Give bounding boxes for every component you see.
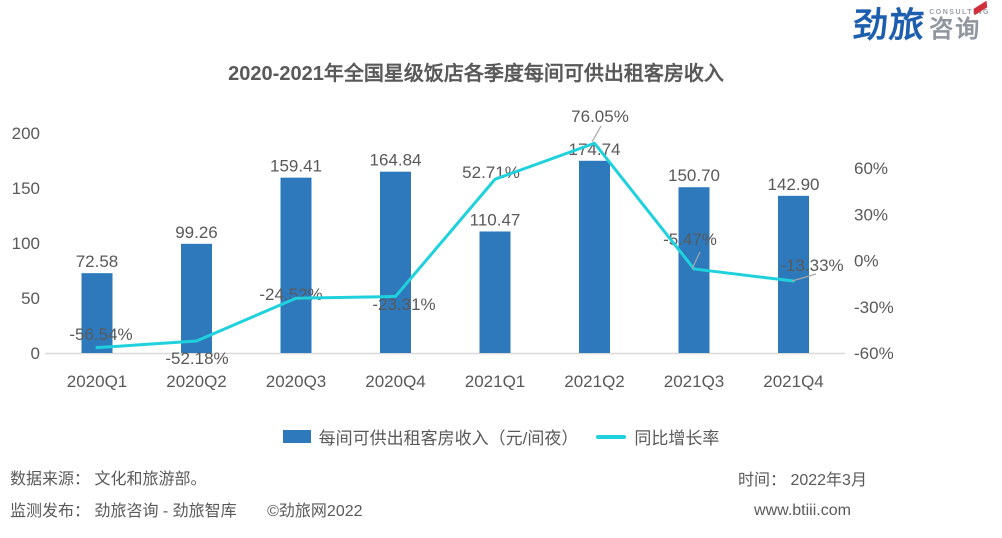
legend-revenue-swatch: [282, 430, 311, 443]
website-url: www.btiii.com: [754, 502, 851, 519]
brand-logo: 劲旅 CONSULTING 咨询: [852, 0, 990, 45]
legend-item-growth: 同比增长率: [596, 424, 719, 449]
trend-line: [95, 141, 795, 350]
bar-2020Q3: [280, 177, 312, 353]
bar-2020Q4: [380, 171, 411, 353]
legend-growth-swatch: [596, 434, 627, 439]
right-axis-tick: 30%: [854, 205, 888, 224]
report-time: 时间： 2022年3月: [738, 472, 867, 489]
legend-item-revenue: 每间可供出租客房收入（元/间夜）: [282, 424, 579, 449]
bar-value-label: 174.74: [569, 140, 621, 159]
bar-value-label: 164.84: [370, 151, 422, 170]
right-axis-tick: -60%: [854, 344, 894, 363]
footer-left: 数据来源： 文化和旅游部。 监测发布： 劲旅咨询 - 劲旅智库 ©劲旅网2022: [10, 472, 363, 520]
legend-revenue-label: 每间可供出租客房收入（元/间夜）: [318, 429, 579, 448]
bar-2020Q1: [81, 273, 113, 353]
brand-suffix-cn: 咨询: [929, 16, 982, 43]
right-axis-tick: -30%: [854, 298, 894, 317]
category-label: 2021Q4: [763, 372, 824, 391]
left-axis-tick: 200: [12, 124, 40, 143]
label-leader-line: [691, 251, 701, 270]
growth-value-label: 76.05%: [571, 107, 629, 126]
bar-2020Q2: [181, 243, 212, 353]
bar-2021Q1: [479, 231, 511, 353]
copyright-text: ©劲旅网2022: [267, 503, 363, 520]
label-leader-line: [591, 125, 602, 143]
growth-value-label: -23.31%: [372, 295, 435, 314]
brand-name-en: CONSULTING: [929, 9, 990, 16]
bar-value-label: 110.47: [470, 210, 521, 229]
growth-value-label: -5.47%: [663, 230, 717, 249]
bar-value-label: 142.90: [768, 175, 820, 194]
right-axis-tick: 0%: [854, 252, 879, 271]
bar-2021Q4: [778, 195, 809, 353]
left-axis-tick: 50: [21, 289, 40, 308]
chart-legend: 每间可供出租客房收入（元/间夜） 同比增长率: [0, 424, 1002, 449]
footer-right: 时间： 2022年3月 www.btiii.com: [690, 473, 915, 519]
left-axis-tick: 150: [12, 179, 40, 198]
category-label: 2021Q1: [465, 372, 526, 391]
growth-value-label: -13.33%: [780, 256, 843, 275]
chart-title: 2020-2021年全国星级饭店各季度每间可供出租客房收入: [228, 63, 724, 85]
bar-value-label: 159.41: [270, 157, 322, 176]
category-label: 2020Q3: [266, 372, 327, 391]
bar-value-label: 99.26: [175, 223, 218, 242]
left-axis-tick: 0: [31, 344, 40, 363]
label-leader-line: [791, 273, 817, 282]
category-label: 2020Q4: [365, 372, 426, 391]
category-label: 2021Q3: [664, 372, 725, 391]
growth-value-label: -56.54%: [69, 325, 132, 344]
category-label: 2020Q2: [166, 372, 227, 391]
bar-value-label: 150.70: [668, 166, 720, 185]
bar-2021Q2: [579, 160, 610, 353]
growth-value-label: 52.71%: [462, 163, 520, 182]
growth-value-label: -52.18%: [165, 349, 228, 368]
data-source-line: 数据来源： 文化和旅游部。: [10, 471, 207, 488]
publisher-text: 监测发布： 劲旅咨询 - 劲旅智库: [10, 503, 237, 520]
legend-growth-label: 同比增长率: [634, 429, 720, 448]
right-axis-tick: 60%: [854, 159, 888, 178]
category-label: 2021Q2: [564, 372, 625, 391]
publisher-line: 监测发布： 劲旅咨询 - 劲旅智库 ©劲旅网2022: [10, 504, 363, 520]
bar-value-label: 72.58: [76, 252, 119, 271]
category-label: 2020Q1: [67, 372, 128, 391]
left-axis-tick: 100: [12, 234, 40, 253]
